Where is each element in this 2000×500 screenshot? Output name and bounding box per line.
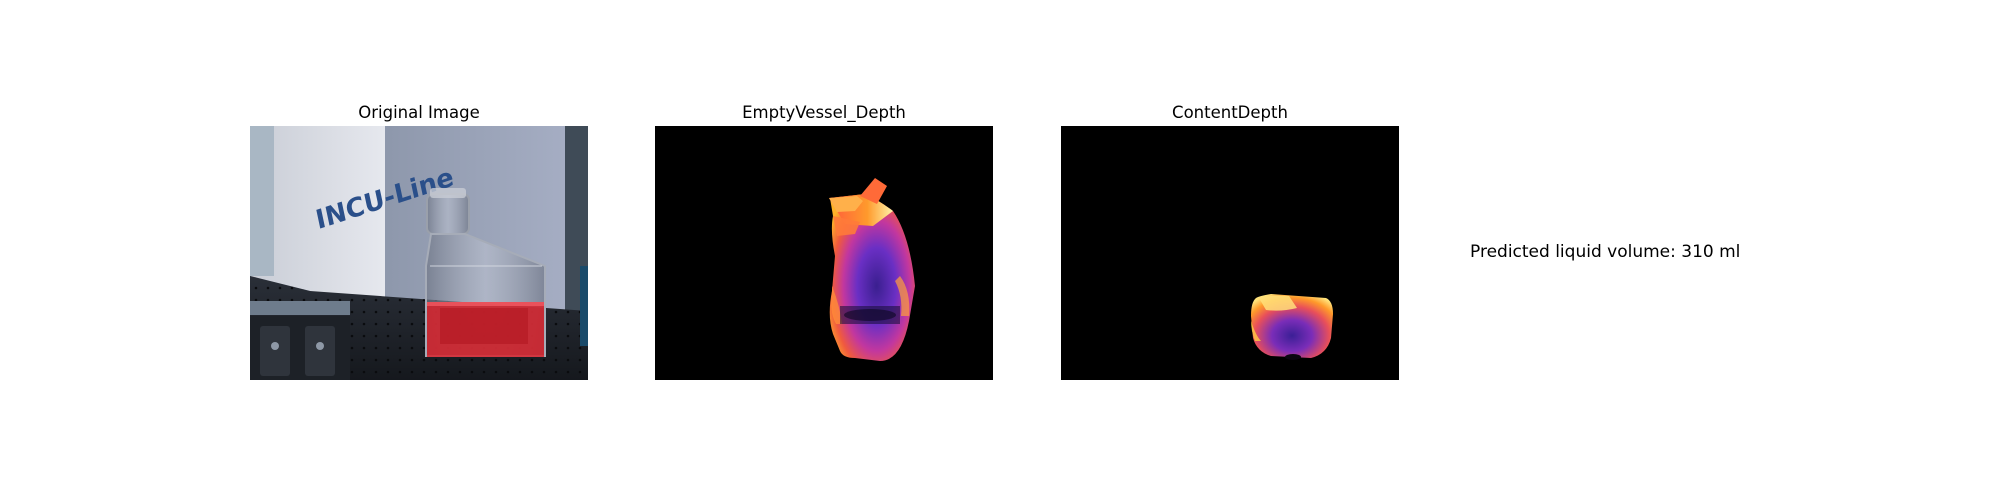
content-depth-map — [1061, 126, 1399, 380]
lab-photo: INCU-Line — [250, 126, 588, 380]
content-depth-title: ContentDepth — [1172, 103, 1288, 122]
predicted-volume-text: Predicted liquid volume: 310 ml — [1470, 242, 1741, 262]
content-depth-image — [1061, 126, 1399, 380]
empty-vessel-depth-image — [655, 126, 993, 380]
original-image: INCU-Line — [250, 126, 588, 380]
empty-vessel-depth-title: EmptyVessel_Depth — [742, 103, 906, 122]
original-image-title: Original Image — [358, 103, 480, 122]
empty-vessel-depth-map — [655, 126, 993, 380]
